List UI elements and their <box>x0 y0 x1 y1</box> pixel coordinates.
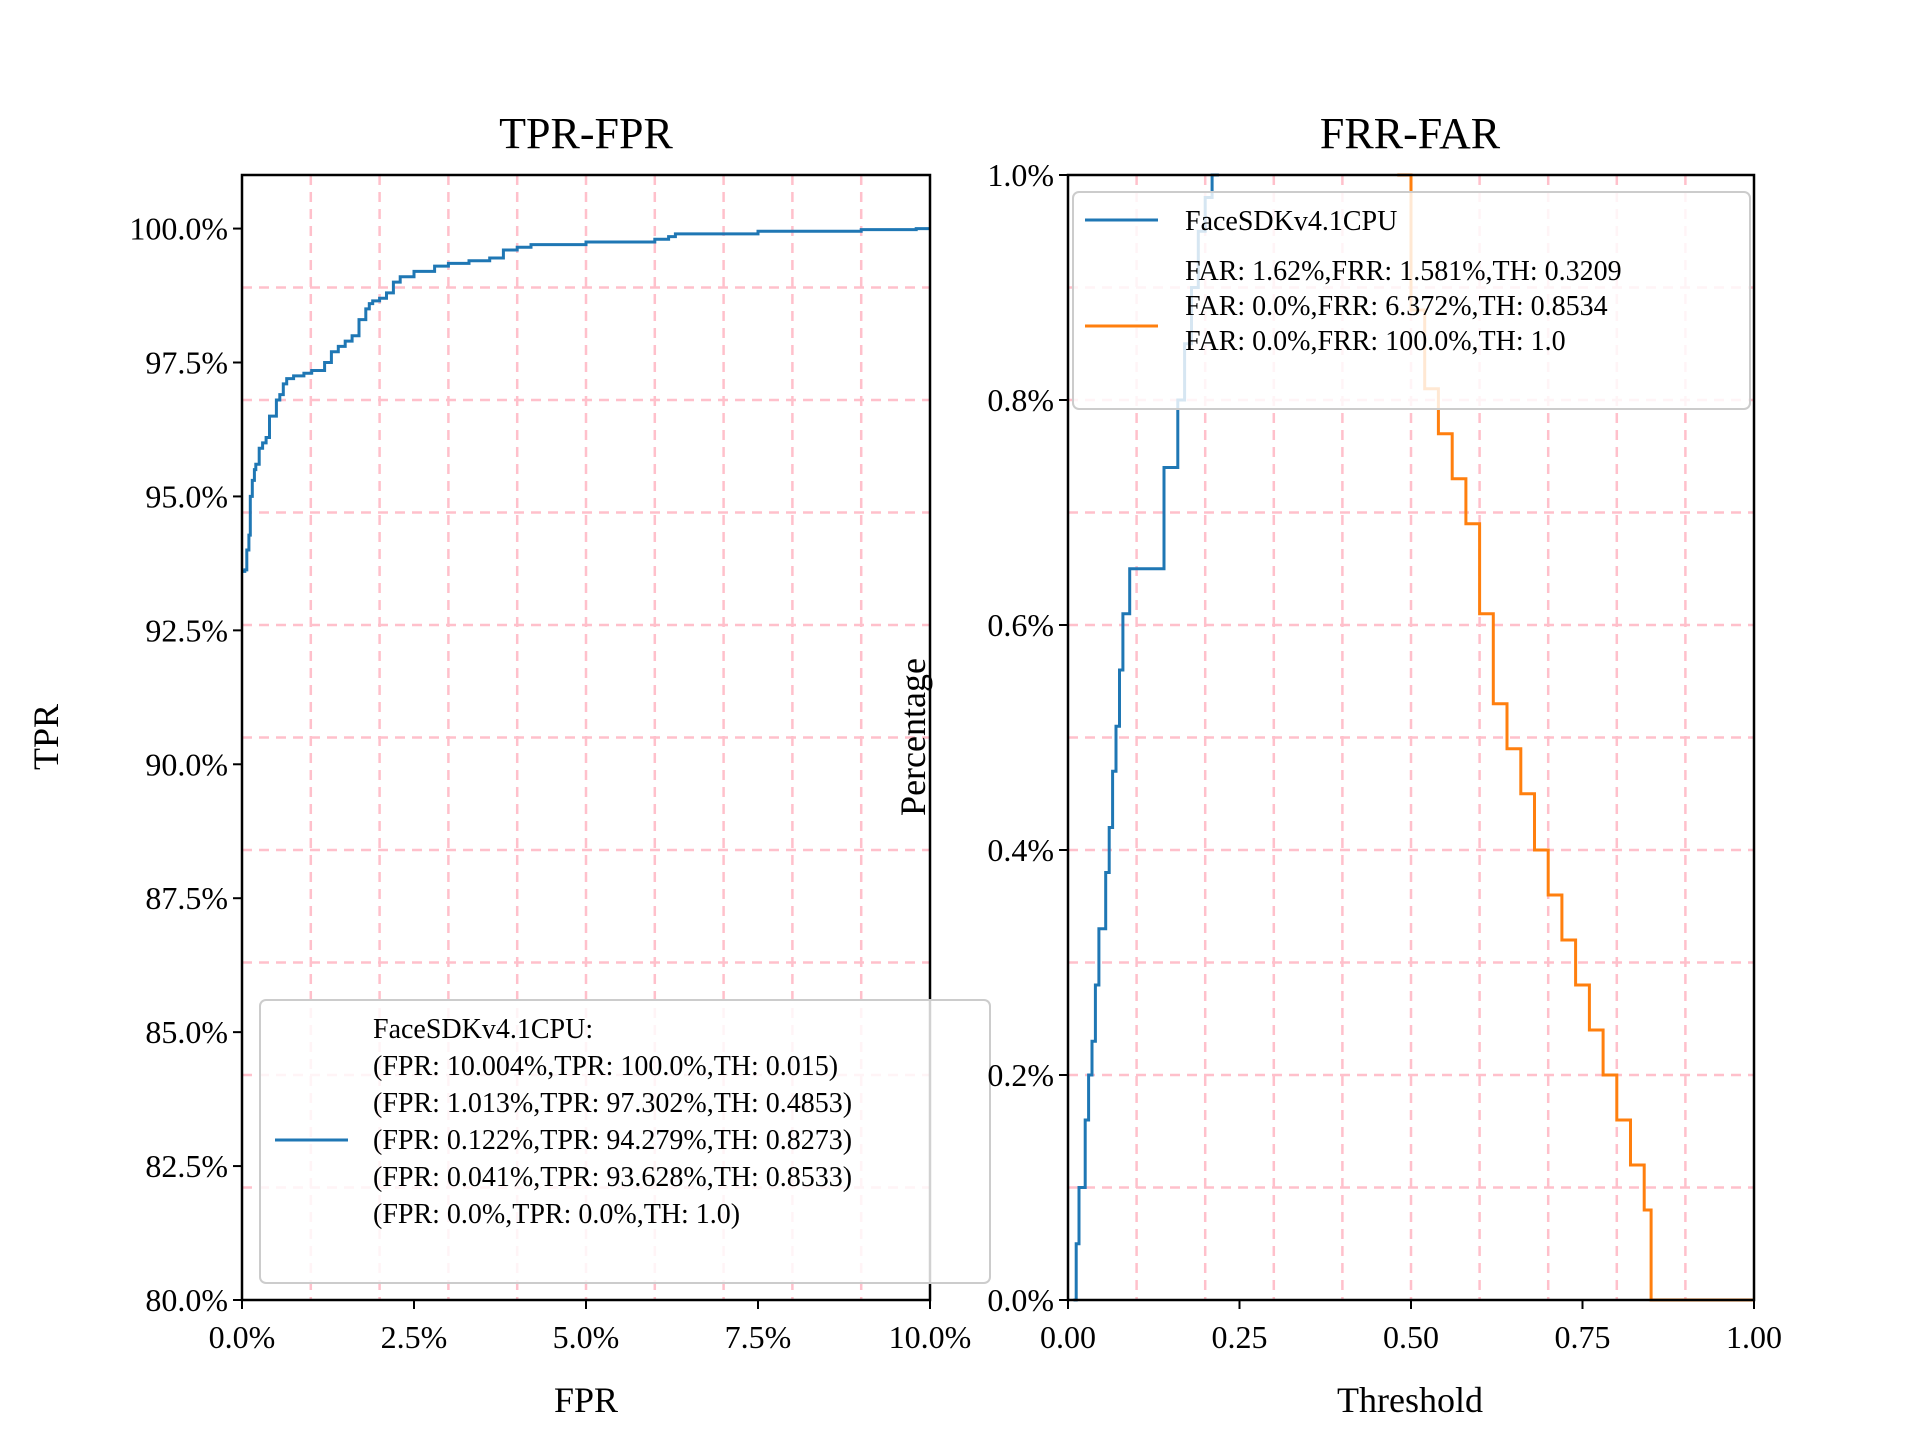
frr-far-legend-box <box>1072 191 1751 410</box>
frr-far-xtick-label: 0.00 <box>1040 1319 1096 1355</box>
frr-far-ytick-label: 0.8% <box>987 382 1054 418</box>
tpr-fpr-chart: TPR-FPR 0.0% 2.5% 5.0% 7.5% 10.0% 80.0% 82.5% 8… <box>26 109 991 1420</box>
frr-far-ytick-label: 0.4% <box>987 832 1054 868</box>
tpr-fpr-title: TPR-FPR <box>499 109 673 158</box>
tpr-fpr-ytick-label: 92.5% <box>145 612 228 648</box>
tpr-fpr-legend-line: (FPR: 1.013%,TPR: 97.302%,TH: 0.4853) <box>373 1088 852 1119</box>
frr-far-legend-line: FaceSDKv4.1CPU <box>1185 206 1397 237</box>
frr-far-xtick-label: 0.25 <box>1212 1319 1268 1355</box>
tpr-fpr-lines <box>242 227 930 573</box>
tpr-fpr-legend-line: (FPR: 0.0%,TPR: 0.0%,TH: 1.0) <box>373 1199 740 1230</box>
frr-far-legend-line: FAR: 0.0%,FRR: 6.372%,TH: 0.8534 <box>1185 291 1608 322</box>
tpr-fpr-legend: FaceSDKv4.1CPU: (FPR: 10.004%,TPR: 100.0… <box>259 999 991 1284</box>
tpr-fpr-legend-line: (FPR: 10.004%,TPR: 100.0%,TH: 0.015) <box>373 1051 838 1082</box>
frr-far-ticks: 0.00 0.25 0.50 0.75 1.00 0.0% 0.2% 0.4% 0.6% 0.8%… <box>987 157 1782 1355</box>
tpr-fpr-xlabel: FPR <box>554 1380 618 1420</box>
tpr-fpr-ytick-label: 97.5% <box>145 345 228 381</box>
tpr-fpr-ylabel: TPR <box>26 704 66 770</box>
tpr-fpr-legend-line: (FPR: 0.122%,TPR: 94.279%,TH: 0.8273) <box>373 1125 852 1156</box>
frr-far-ytick-label: 0.6% <box>987 607 1054 643</box>
frr-far-series-line <box>1397 173 1754 1302</box>
frr-far-ytick-label: 0.2% <box>987 1057 1054 1093</box>
tpr-fpr-legend-line: (FPR: 0.041%,TPR: 93.628%,TH: 0.8533) <box>373 1162 852 1193</box>
tpr-fpr-series-line <box>242 227 930 573</box>
frr-far-legend-line: FAR: 1.62%,FRR: 1.581%,TH: 0.3209 <box>1185 256 1622 287</box>
frr-far-chart: FRR-FAR 0.00 0.25 0.50 0.75 1.00 0.0% 0.2% 0.4%… <box>893 109 1782 1420</box>
frr-far-legend: FaceSDKv4.1CPU FAR: 1.62%,FRR: 1.581%,TH… <box>1072 191 1751 410</box>
tpr-fpr-legend-line: FaceSDKv4.1CPU: <box>373 1014 593 1045</box>
tpr-fpr-xtick-label: 7.5% <box>725 1319 792 1355</box>
tpr-fpr-xtick-label: 5.0% <box>553 1319 620 1355</box>
tpr-fpr-ticks: 0.0% 2.5% 5.0% 7.5% 10.0% 80.0% 82.5% 85.0% 87.5… <box>129 211 971 1355</box>
tpr-fpr-ytick-label: 80.0% <box>145 1282 228 1318</box>
frr-far-xlabel: Threshold <box>1337 1380 1483 1420</box>
frr-far-legend-line: FAR: 0.0%,FRR: 100.0%,TH: 1.0 <box>1185 326 1566 357</box>
tpr-fpr-ytick-label: 85.0% <box>145 1014 228 1050</box>
frr-far-ylabel: Percentage <box>893 658 933 816</box>
tpr-fpr-ytick-label: 87.5% <box>145 880 228 916</box>
tpr-fpr-ytick-label: 82.5% <box>145 1148 228 1184</box>
frr-far-ytick-label: 1.0% <box>987 157 1054 193</box>
frr-far-xtick-label: 1.00 <box>1726 1319 1782 1355</box>
frr-far-xtick-label: 0.75 <box>1555 1319 1611 1355</box>
tpr-fpr-legend-box <box>259 999 991 1284</box>
tpr-fpr-ytick-label: 95.0% <box>145 478 228 514</box>
tpr-fpr-ytick-label: 90.0% <box>145 746 228 782</box>
tpr-fpr-ytick-label: 100.0% <box>129 211 228 247</box>
frr-far-ytick-label: 0.0% <box>987 1282 1054 1318</box>
tpr-fpr-xtick-label: 0.0% <box>209 1319 276 1355</box>
frr-far-xtick-label: 0.50 <box>1383 1319 1439 1355</box>
frr-far-title: FRR-FAR <box>1320 109 1501 158</box>
tpr-fpr-xtick-label: 2.5% <box>381 1319 448 1355</box>
tpr-fpr-xtick-label: 10.0% <box>889 1319 972 1355</box>
